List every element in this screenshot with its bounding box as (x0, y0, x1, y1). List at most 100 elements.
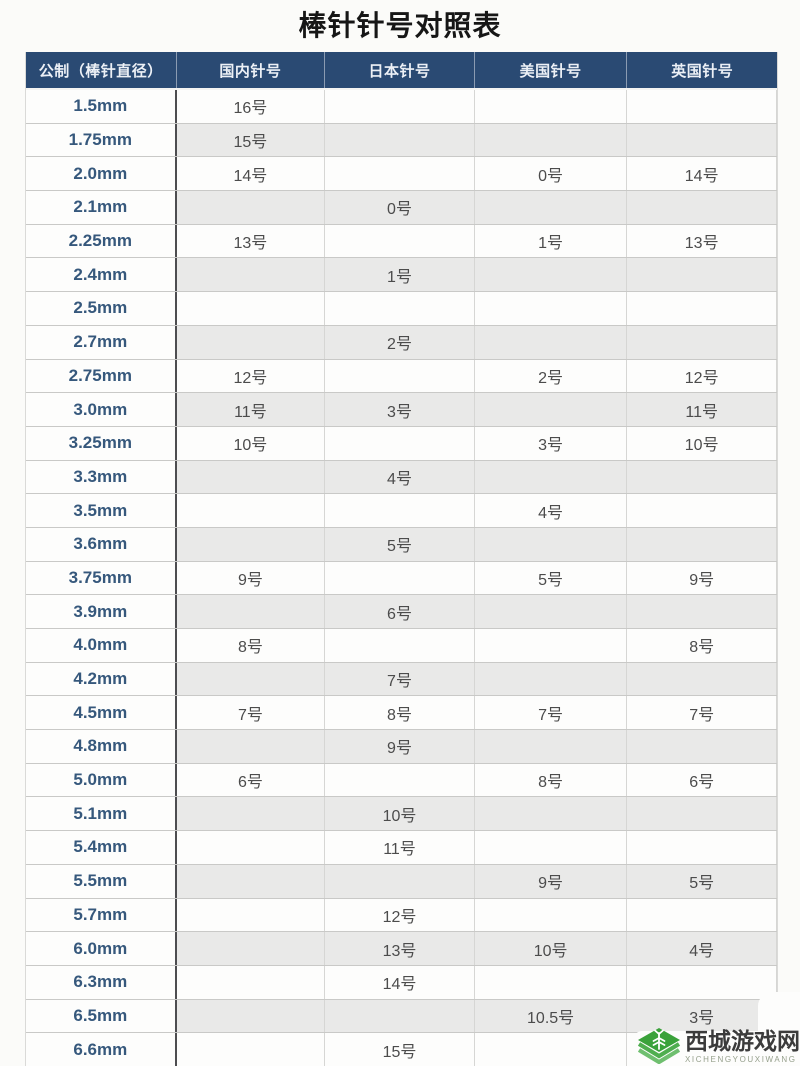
metric-cell: 4.5mm (26, 696, 177, 730)
uk-size-cell: 9号 (627, 561, 777, 595)
table-body: 1.5mm 16号 1.75mm 15号 2.0mm 14号 0号 14号 2.1mm 0号 2.2… (26, 88, 777, 1066)
japan-size-cell (325, 763, 475, 797)
japan-size-cell: 4号 (325, 460, 475, 494)
table-row: 5.0mm 6号 8号 6号 (26, 763, 777, 798)
japan-size-cell: 6号 (325, 595, 475, 628)
header-domestic: 国内针号 (177, 52, 326, 88)
header-uk: 英国针号 (671, 62, 734, 80)
watermark-romanized: XICHENGYOUXIWANG (685, 1054, 797, 1064)
us-size-cell (474, 629, 628, 662)
japan-size-cell (325, 359, 475, 393)
watermark-site-name: 西城游戏网 (685, 1027, 800, 1054)
us-size-cell: 5号 (474, 561, 628, 595)
table-row: 3.0mm 11号 3号 11号 (26, 393, 777, 427)
table-row: 6.3mm 14号 (26, 965, 777, 1000)
uk-size-cell (627, 460, 777, 494)
domestic-size-cell: 16号 (176, 90, 326, 123)
domestic-size-cell (176, 965, 326, 999)
japan-size-cell (325, 123, 475, 157)
uk-size-cell (627, 730, 777, 763)
metric-cell: 2.7mm (26, 325, 177, 359)
domestic-size-cell (176, 595, 326, 628)
domestic-size-cell (176, 1033, 326, 1066)
metric-cell: 1.75mm (26, 123, 177, 157)
us-size-cell (474, 258, 628, 292)
page-title: 棒针针号对照表 (298, 10, 502, 41)
header-metric: 公制（棒针直径） (26, 52, 177, 88)
table-row: 6.0mm 13号 10号 4号 (26, 932, 777, 966)
domestic-size-cell (176, 527, 326, 561)
japan-size-cell: 15号 (325, 1033, 475, 1066)
japan-size-cell: 1号 (325, 258, 475, 292)
table-row: 2.4mm 1号 (26, 258, 777, 293)
us-size-cell (474, 460, 628, 494)
japan-size-cell: 9号 (325, 730, 475, 763)
uk-size-cell: 11号 (627, 393, 777, 426)
metric-cell: 2.75mm (26, 359, 177, 393)
metric-cell: 4.8mm (26, 730, 177, 763)
us-size-cell: 10.5号 (474, 999, 628, 1033)
table-row: 3.9mm 6号 (26, 595, 777, 629)
uk-size-cell (627, 965, 777, 999)
table-row: 2.75mm 12号 2号 12号 (26, 359, 777, 394)
domestic-size-cell (176, 864, 326, 898)
japan-size-cell (325, 292, 475, 325)
japan-size-cell (325, 426, 475, 460)
uk-size-cell: 7号 (627, 696, 777, 730)
metric-cell: 6.5mm (26, 999, 177, 1033)
us-size-cell: 9号 (474, 864, 628, 898)
metric-cell: 3.75mm (26, 561, 177, 595)
metric-cell: 3.3mm (26, 460, 177, 494)
table-row: 5.7mm 12号 (26, 898, 777, 933)
us-size-cell (474, 662, 628, 696)
uk-size-cell (627, 662, 777, 696)
us-size-cell (474, 393, 628, 426)
table-row: 3.25mm 10号 3号 10号 (26, 426, 777, 461)
japan-size-cell: 7号 (325, 662, 475, 696)
domestic-size-cell (176, 662, 326, 696)
us-size-cell (474, 595, 628, 628)
uk-size-cell (627, 123, 777, 157)
uk-size-cell: 13号 (627, 224, 777, 258)
domestic-size-cell (176, 494, 326, 527)
domestic-size-cell: 9号 (176, 561, 326, 595)
domestic-size-cell: 6号 (176, 763, 326, 797)
uk-size-cell (627, 527, 777, 561)
domestic-size-cell (176, 797, 326, 831)
japan-size-cell: 14号 (325, 965, 475, 999)
japan-size-cell (325, 629, 475, 662)
domestic-size-cell: 15号 (176, 123, 326, 157)
uk-size-cell (627, 292, 777, 325)
metric-cell: 1.5mm (26, 90, 177, 123)
metric-cell: 5.4mm (26, 831, 177, 864)
table-row: 5.5mm 9号 5号 (26, 864, 777, 899)
uk-size-cell (627, 191, 777, 224)
japan-size-cell (325, 90, 475, 123)
us-size-cell: 7号 (474, 696, 628, 730)
us-size-cell (474, 527, 628, 561)
metric-cell: 2.0mm (26, 157, 177, 191)
domestic-size-cell (176, 258, 326, 292)
needle-size-table: 公制（棒针直径） 国内针号 日本针号 美国针号 英国针号 1.5mm 16号 1.7… (25, 52, 778, 1066)
metric-cell: 2.4mm (26, 258, 177, 292)
table-header-row: 公制（棒针直径） 国内针号 日本针号 美国针号 英国针号 (26, 52, 777, 88)
domestic-size-cell: 8号 (176, 629, 326, 662)
table-row: 2.1mm 0号 (26, 191, 777, 225)
metric-cell: 5.7mm (26, 898, 177, 932)
japan-size-cell: 5号 (325, 527, 475, 561)
uk-size-cell: 10号 (627, 426, 777, 460)
us-size-cell (474, 898, 628, 932)
domestic-size-cell (176, 460, 326, 494)
metric-cell: 4.0mm (26, 629, 177, 662)
table-row: 1.75mm 15号 (26, 123, 777, 158)
domestic-size-cell (176, 831, 326, 864)
table-row: 2.5mm (26, 292, 777, 326)
table-row: 4.0mm 8号 8号 (26, 629, 777, 663)
header-japan: 日本针号 (325, 52, 475, 88)
japan-size-cell: 8号 (325, 696, 475, 730)
table-row: 3.3mm 4号 (26, 460, 777, 495)
table-row: 3.5mm 4号 (26, 494, 777, 528)
uk-size-cell: 3号 (627, 999, 777, 1033)
domestic-size-cell (176, 292, 326, 325)
japan-size-cell: 13号 (325, 932, 475, 965)
